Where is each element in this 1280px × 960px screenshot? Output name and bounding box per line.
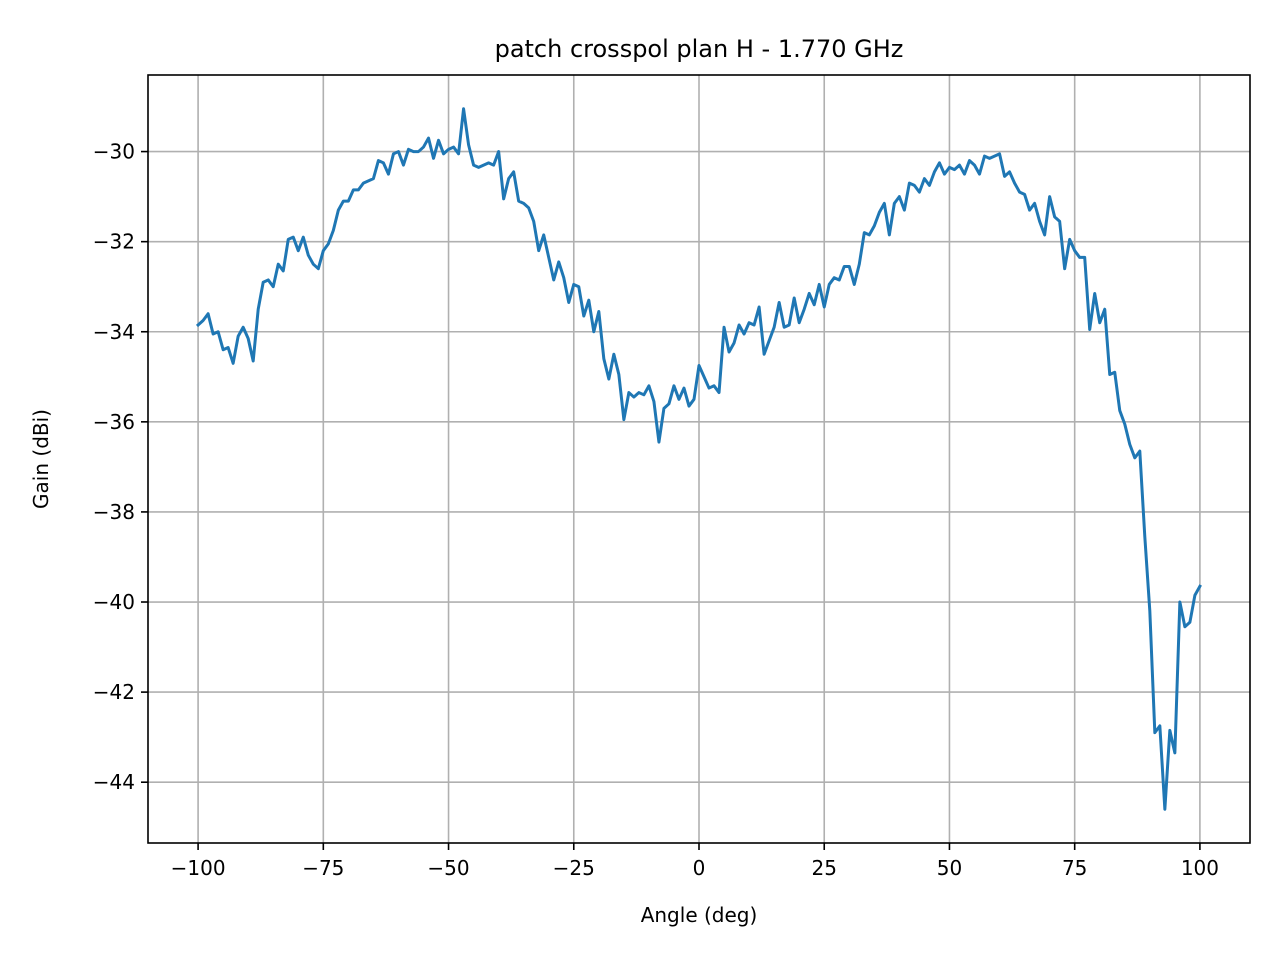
y-tick-label: −38	[93, 500, 135, 524]
y-tick-label: −36	[93, 410, 135, 434]
y-tick-label: −42	[93, 680, 135, 704]
x-tick-label: −100	[171, 856, 226, 880]
x-tick-label: −50	[427, 856, 469, 880]
x-tick-label: 50	[937, 856, 962, 880]
y-tick-label: −40	[93, 590, 135, 614]
x-tick-label: −75	[302, 856, 344, 880]
x-tick-label: 100	[1181, 856, 1219, 880]
y-tick-label: −32	[93, 230, 135, 254]
x-tick-label: 25	[812, 856, 837, 880]
y-axis-ticks: −44 −42 −40 −38 −36 −34 −32 −30	[93, 140, 148, 794]
y-tick-label: −30	[93, 140, 135, 164]
y-tick-label: −44	[93, 770, 135, 794]
y-axis-label: Gain (dBi)	[29, 409, 53, 509]
x-tick-label: −25	[553, 856, 595, 880]
y-tick-label: −34	[93, 320, 135, 344]
series-layer	[195, 107, 1202, 811]
chart-title: patch crosspol plan H - 1.770 GHz	[495, 35, 904, 63]
x-tick-label: 0	[693, 856, 706, 880]
series-line	[195, 107, 1202, 811]
x-axis-label: Angle (deg)	[641, 903, 758, 927]
grid	[148, 75, 1250, 843]
x-axis-ticks: −100 −75 −50 −25 0 25 50 75 100	[171, 843, 1219, 880]
x-tick-label: 75	[1062, 856, 1087, 880]
